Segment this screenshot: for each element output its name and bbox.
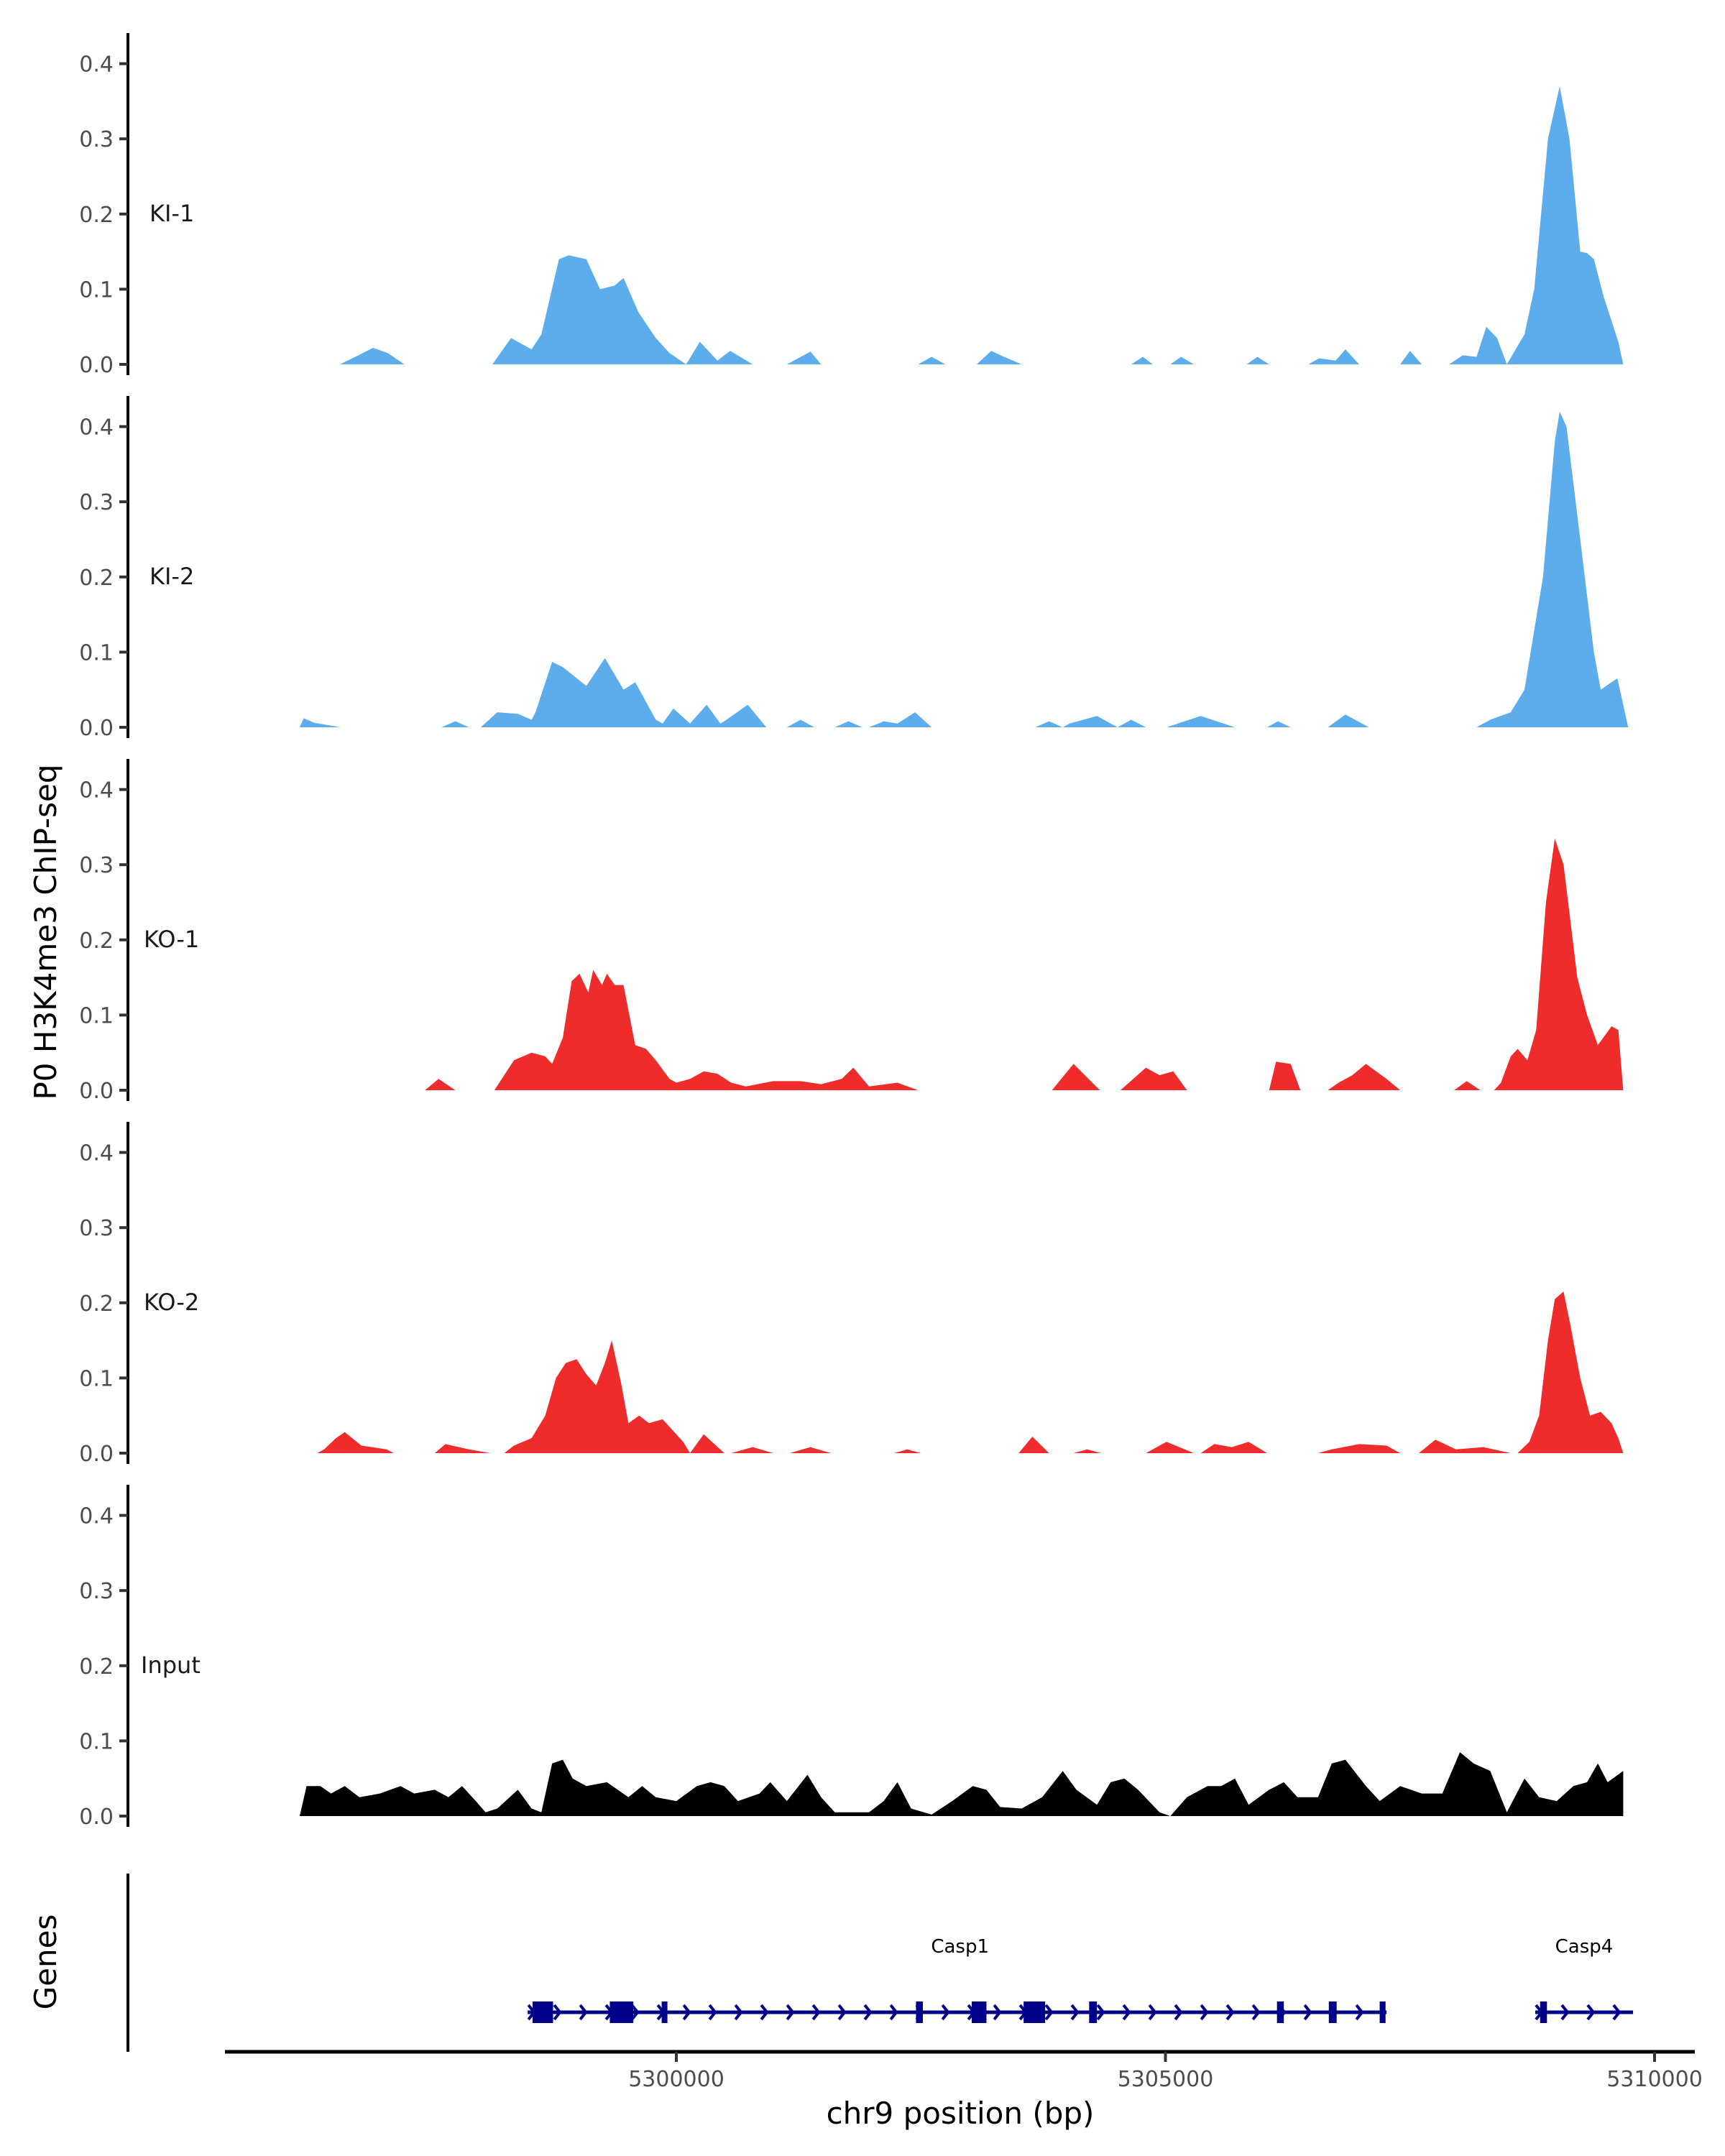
- y-tick-label: 0.4: [79, 415, 114, 441]
- y-tick-label: 0.3: [79, 1216, 114, 1241]
- y-tick-label: 0.3: [79, 490, 114, 515]
- exon: [916, 2001, 923, 2023]
- track-ko-2: 0.0 0.1 0.2 0.3 0.4 KO-2: [79, 1122, 1624, 1467]
- strand-arrow-icon: [1303, 2004, 1312, 2021]
- x-tick-label: 5310000: [1606, 2067, 1703, 2092]
- strand-arrow-icon: [630, 2004, 640, 2021]
- exon: [532, 2001, 553, 2023]
- y-tick-label: 0.0: [79, 1079, 114, 1104]
- signal-tracks: 0.00.10.20.30.4KI-10.00.10.20.30.4KI-20.…: [79, 33, 1629, 1830]
- strand-arrow-icon: [786, 2004, 795, 2021]
- x-tick-label: 5305000: [1118, 2067, 1214, 2092]
- track-label: KI-2: [150, 563, 194, 590]
- y-tick-label: 0.2: [79, 566, 114, 591]
- y-tick-label: 0.3: [79, 853, 114, 878]
- x-axis-title: chr9 position (bp): [827, 2096, 1095, 2131]
- strand-arrow-icon: [889, 2004, 898, 2021]
- y-tick-label: 0.1: [79, 1729, 114, 1754]
- strand-arrow-icon: [1560, 2004, 1570, 2021]
- exon: [661, 2001, 668, 2023]
- y-tick-label: 0.1: [79, 1003, 114, 1028]
- track-ki-2: 0.0 0.1 0.2 0.3 0.4 KI-2: [79, 396, 1629, 741]
- y-tick-label: 0.1: [79, 1366, 114, 1391]
- gene-casp4: Casp4: [1535, 1936, 1634, 2023]
- exon: [972, 2001, 987, 2023]
- exon: [1328, 2001, 1337, 2023]
- track-label: Input: [141, 1651, 201, 1679]
- track-label: KO-2: [144, 1289, 199, 1316]
- strand-arrow-icon: [993, 2004, 1002, 2021]
- y-axis-title: P0 H3K4me3 ChIP-seq: [28, 764, 63, 1100]
- y-tick-label: 0.2: [79, 929, 114, 954]
- track-label: KO-1: [144, 926, 199, 953]
- y-tick-label: 0.2: [79, 1291, 114, 1317]
- strand-arrow-icon: [1122, 2004, 1131, 2021]
- x-tick-label: 5300000: [628, 2067, 724, 2092]
- exon: [610, 2001, 634, 2023]
- x-axis: 5300000 5305000 5310000: [225, 2050, 1703, 2092]
- y-tick-label: 0.4: [79, 778, 114, 803]
- y-tick-label: 0.1: [79, 640, 114, 665]
- exon: [1379, 2001, 1386, 2023]
- strand-arrow-icon: [1148, 2004, 1157, 2021]
- strand-arrow-icon: [941, 2004, 950, 2021]
- gene-label: Casp1: [931, 1936, 989, 1958]
- y-tick-label: 0.0: [79, 353, 114, 378]
- strand-arrow-icon: [863, 2004, 873, 2021]
- strand-arrow-icon: [837, 2004, 847, 2021]
- exon: [1276, 2001, 1284, 2023]
- strand-arrow-icon: [1200, 2004, 1209, 2021]
- track-label: KI-1: [150, 200, 194, 227]
- y-tick-label: 0.3: [79, 1579, 114, 1604]
- y-tick-label: 0.0: [79, 1805, 114, 1830]
- y-tick-label: 0.1: [79, 277, 114, 303]
- strand-arrow-icon: [1355, 2004, 1364, 2021]
- signal-area: [317, 1291, 1624, 1453]
- track-ko-1: 0.0 0.1 0.2 0.3 0.4 KO-1: [79, 759, 1624, 1104]
- signal-area: [425, 838, 1624, 1090]
- signal-area: [300, 411, 1629, 727]
- strand-arrow-icon: [1251, 2004, 1261, 2021]
- y-tick-label: 0.0: [79, 1442, 114, 1467]
- gene-label: Casp4: [1555, 1936, 1614, 1958]
- strand-arrow-icon: [1225, 2004, 1235, 2021]
- y-tick-label: 0.3: [79, 127, 114, 152]
- exon: [1089, 2001, 1098, 2023]
- strand-arrow-icon: [734, 2004, 743, 2021]
- signal-area: [300, 1752, 1624, 1816]
- strand-arrow-icon: [1044, 2004, 1054, 2021]
- genes-axis-title: Genes: [28, 1915, 63, 2010]
- track-ki-1: 0.0 0.1 0.2 0.3 0.4 KI-1: [79, 33, 1624, 378]
- gene-track: Casp1 Casp4: [126, 1874, 1634, 2052]
- y-tick-label: 0.2: [79, 1654, 114, 1680]
- signal-area: [339, 86, 1624, 364]
- strand-arrow-icon: [682, 2004, 691, 2021]
- y-tick-label: 0.0: [79, 716, 114, 741]
- strand-arrow-icon: [1612, 2004, 1622, 2021]
- exon: [1024, 2001, 1046, 2023]
- strand-arrow-icon: [579, 2004, 588, 2021]
- y-tick-label: 0.4: [79, 1141, 114, 1166]
- strand-arrow-icon: [1586, 2004, 1596, 2021]
- strand-arrow-icon: [1174, 2004, 1183, 2021]
- strand-arrow-icon: [553, 2004, 562, 2021]
- strand-arrow-icon: [708, 2004, 717, 2021]
- y-tick-label: 0.4: [79, 1504, 114, 1529]
- gene-casp1: Casp1: [527, 1936, 1387, 2023]
- strand-arrow-icon: [760, 2004, 769, 2021]
- track-input: 0.0 0.1 0.2 0.3 0.4 Input: [79, 1485, 1624, 1830]
- exon: [1540, 2001, 1547, 2023]
- y-tick-label: 0.2: [79, 203, 114, 228]
- strand-arrow-icon: [811, 2004, 821, 2021]
- strand-arrow-icon: [1070, 2004, 1080, 2021]
- strand-arrow-icon: [1096, 2004, 1105, 2021]
- y-tick-label: 0.4: [79, 52, 114, 78]
